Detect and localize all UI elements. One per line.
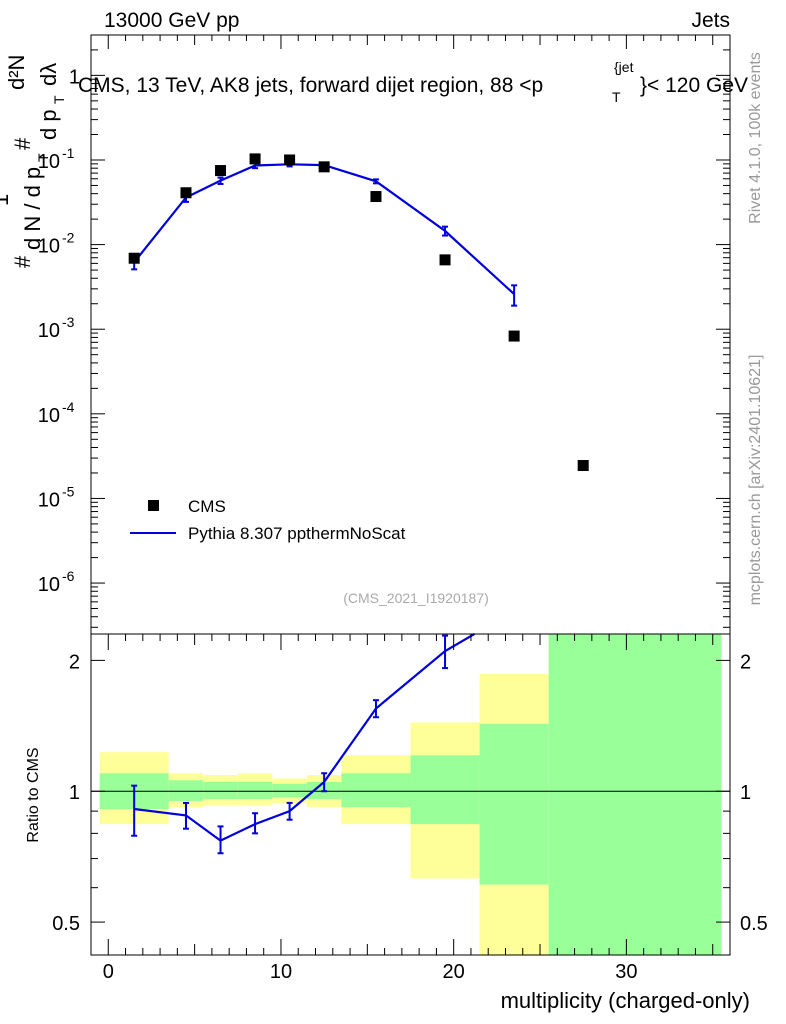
tick-exponent: -6 bbox=[62, 568, 75, 584]
tick-exponent: -2 bbox=[62, 230, 75, 246]
tick-base: 10 bbox=[38, 405, 60, 427]
cms-point bbox=[284, 154, 296, 166]
top-y-tick-label: 10 -1 bbox=[38, 145, 75, 173]
top-panel-axes: 110-110-210-310-410-510-6 bbox=[38, 34, 731, 635]
yl-dn-sub: T bbox=[35, 153, 51, 162]
ratio-uncertainty-bands bbox=[99, 634, 722, 955]
top-y-axis-label: # d N / d p T 1 # d p T d²N dλ bbox=[0, 55, 67, 268]
tick-base: 10 bbox=[38, 151, 60, 173]
tick-base: 10 bbox=[38, 236, 60, 258]
cms-point bbox=[577, 460, 589, 472]
ratio-frame bbox=[90, 633, 731, 956]
energy-label: 13000 GeV pp bbox=[104, 9, 239, 32]
mc-line bbox=[133, 163, 515, 295]
title-sup: {jet bbox=[614, 59, 634, 75]
legend-marker-cms bbox=[148, 500, 159, 511]
title-sub: T bbox=[612, 89, 621, 105]
tick-base: 10 bbox=[38, 489, 60, 511]
ratio-y-tick-label-right: 0.5 bbox=[740, 913, 768, 935]
top-y-tick-label: 1 bbox=[69, 66, 80, 88]
cms-point bbox=[249, 153, 261, 165]
tick-base: 10 bbox=[38, 574, 60, 596]
tick-exponent: -3 bbox=[62, 314, 75, 330]
yl-dlambda: dλ bbox=[36, 63, 61, 86]
legend-label-pythia: Pythia 8.307 ppthermNoScat bbox=[188, 524, 406, 543]
rivet-label: Rivet 4.1.0, 100k events bbox=[747, 52, 764, 224]
title-end: }< 120 GeV bbox=[640, 74, 748, 97]
ratio-y-tick-label-left: 0.5 bbox=[52, 913, 80, 935]
band-inner bbox=[548, 634, 722, 955]
top-y-tick-label: 10 -4 bbox=[38, 399, 75, 427]
tick-base: 1 bbox=[69, 66, 80, 88]
top-y-tick-label: 10 -5 bbox=[38, 483, 75, 511]
ratio-panel-marks bbox=[91, 633, 730, 855]
cms-point bbox=[318, 161, 330, 173]
yl-dpt-sub: T bbox=[51, 95, 67, 104]
ratio-panel-axes: 2 2 1 1 0.5 0.5 0 10 20 30 bbox=[52, 633, 768, 983]
tick-exponent: -1 bbox=[62, 145, 75, 161]
yl-d2n: d²N bbox=[4, 55, 29, 90]
legend-label-cms: CMS bbox=[188, 497, 226, 516]
top-y-tick-label: 10 -6 bbox=[38, 568, 75, 596]
x-tick-label: 0 bbox=[103, 961, 114, 983]
analysis-id: (CMS_2021_I1920187) bbox=[343, 590, 489, 606]
cms-point bbox=[439, 254, 451, 266]
ratio-y-tick-label-left: 1 bbox=[69, 782, 80, 804]
ratio-y-tick-label-right: 1 bbox=[740, 782, 751, 804]
top-frame bbox=[90, 34, 731, 635]
mcplots-label: mcplots.cern.ch [arXiv:2401.10621] bbox=[747, 355, 764, 606]
band-inner bbox=[479, 723, 549, 885]
cms-point bbox=[508, 330, 520, 342]
yl-hash: # bbox=[10, 255, 35, 268]
cms-point bbox=[128, 252, 140, 264]
yl-one: 1 bbox=[0, 194, 13, 206]
plot-title: CMS, 13 TeV, AK8 jets, forward dijet reg… bbox=[78, 59, 748, 105]
category-label: Jets bbox=[691, 9, 730, 32]
ratio-y-tick-label-left: 2 bbox=[69, 651, 80, 673]
tick-exponent: -4 bbox=[62, 399, 75, 415]
band-inner bbox=[272, 783, 307, 797]
yl-hash2: # bbox=[10, 137, 35, 150]
top-y-tick-label: 10 -3 bbox=[38, 314, 75, 342]
x-tick-label: 10 bbox=[270, 961, 292, 983]
x-tick-label: 20 bbox=[443, 961, 465, 983]
top-y-tick-label: 10 -2 bbox=[38, 230, 75, 258]
cms-point bbox=[215, 165, 227, 177]
band-inner bbox=[203, 782, 238, 799]
band-inner bbox=[168, 780, 204, 801]
x-tick-label: 30 bbox=[615, 961, 637, 983]
band-inner bbox=[341, 773, 411, 807]
cms-point bbox=[180, 187, 192, 199]
title-main: CMS, 13 TeV, AK8 jets, forward dijet reg… bbox=[78, 74, 543, 97]
tick-base: 10 bbox=[38, 320, 60, 342]
band-inner bbox=[410, 755, 480, 825]
tick-exponent: -5 bbox=[62, 483, 75, 499]
legend: CMS Pythia 8.307 ppthermNoScat bbox=[130, 497, 406, 543]
ratio-y-tick-label-right: 2 bbox=[740, 651, 751, 673]
cms-point bbox=[370, 191, 382, 203]
ratio-y-label: Ratio to CMS bbox=[25, 747, 42, 842]
band-inner bbox=[237, 782, 273, 799]
yl-dpt: d p bbox=[36, 109, 61, 140]
x-axis-label: multiplicity (charged-only) bbox=[501, 988, 750, 1013]
top-panel-marks bbox=[128, 153, 589, 472]
yl-dn: d N / d p bbox=[20, 167, 45, 250]
